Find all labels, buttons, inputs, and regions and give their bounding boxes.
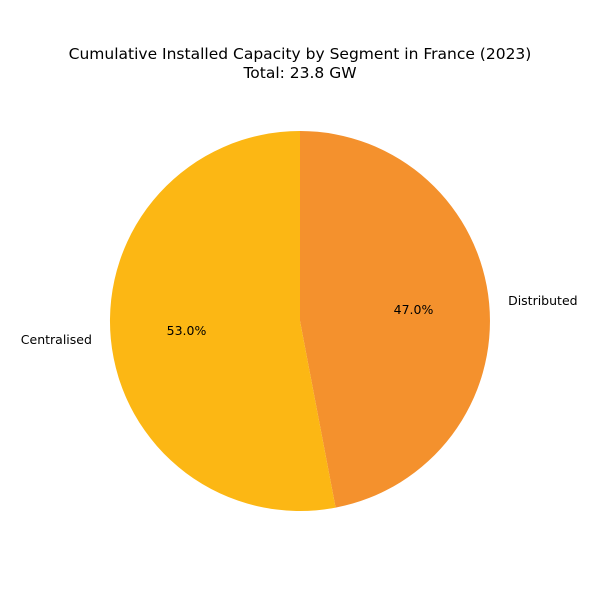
pie-slice-distributed (300, 131, 490, 508)
pie-slices (109, 131, 490, 511)
slice-label-distributed: Distributed (508, 293, 578, 308)
pie-labels: Distributed 47.0% Centralised 53.0% (21, 293, 578, 347)
slice-percent-centralised: 53.0% (167, 323, 207, 338)
pie-slice-centralised (109, 131, 336, 511)
chart-subtitle: Total: 23.8 GW (242, 64, 356, 82)
chart-title: Cumulative Installed Capacity by Segment… (69, 45, 532, 63)
slice-label-centralised: Centralised (21, 332, 92, 347)
slice-percent-distributed: 47.0% (394, 302, 434, 317)
